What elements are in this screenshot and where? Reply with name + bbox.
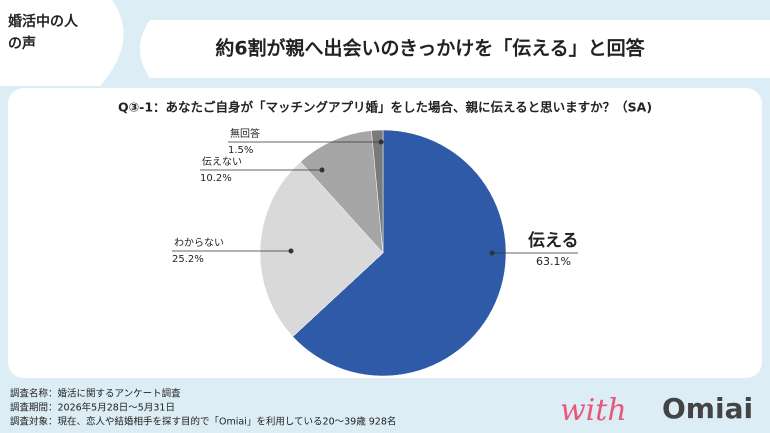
footer-line: 調査名称：婚活に関するアンケート調査	[10, 388, 181, 400]
headline: 約6割が親へ出会いのきっかけを「伝える」と回答	[215, 37, 645, 60]
pie	[259, 129, 507, 377]
badge-shape	[0, 0, 124, 86]
category-label: 伝えない	[202, 156, 242, 168]
leader-dot	[378, 139, 384, 145]
leader-dot	[319, 167, 325, 173]
value-label: 1.5%	[228, 145, 253, 156]
logo-script: with	[560, 393, 627, 428]
pie-slice	[371, 129, 384, 254]
badge-line: の声	[8, 35, 36, 52]
pie-slice	[292, 129, 507, 377]
category-label: 伝える	[528, 230, 579, 251]
category-label: 無回答	[230, 127, 260, 140]
question: Q③-1：あなたご自身が「マッチングアプリ婚」をした場合、親に伝えると思いますか…	[118, 100, 652, 115]
footer-line: 調査対象：現在、恋人や結婚相手を探す目的で「Omiai」を利用している20～39…	[10, 416, 396, 428]
logo-brand: Omiai	[662, 392, 753, 425]
headline-banner	[140, 20, 770, 78]
value-label: 10.2%	[200, 173, 232, 184]
leader-dot	[288, 248, 294, 254]
footer-line: 調査期間：2026年5月28日～5月31日	[10, 402, 175, 414]
category-label: わからない	[174, 237, 224, 249]
pie-slice	[300, 130, 384, 254]
value-label: 25.2%	[172, 254, 204, 265]
leader-dot	[489, 250, 495, 256]
pie-slice	[259, 161, 384, 337]
badge-line: 婚活中の人	[8, 13, 79, 30]
value-label: 63.1%	[536, 255, 571, 268]
